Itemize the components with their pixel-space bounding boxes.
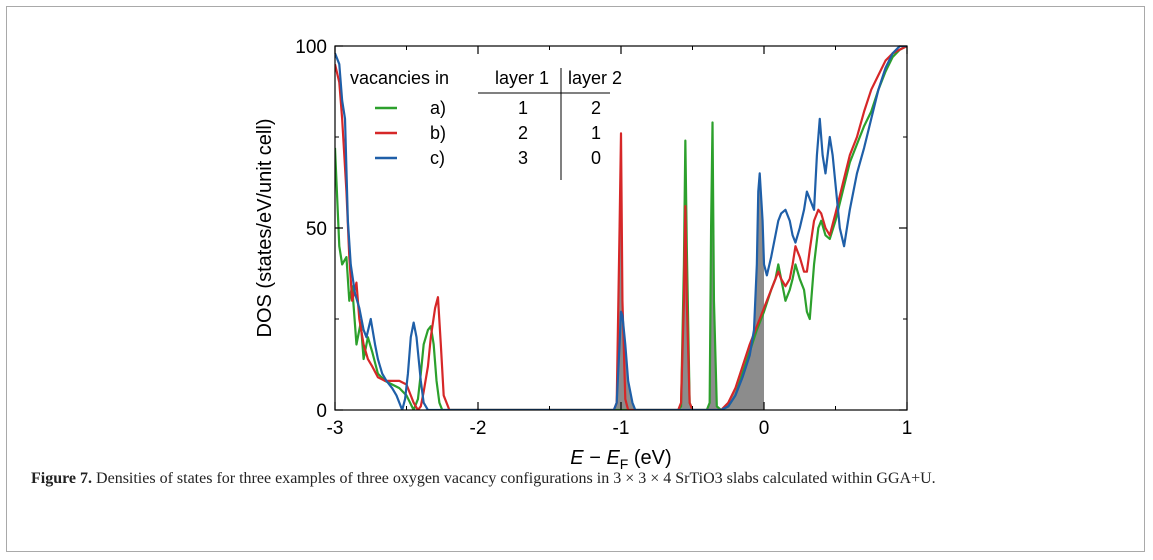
legend-row-label: a) xyxy=(430,98,446,118)
axis-ticks: -3 -2 -1 0 1 0 50 100 xyxy=(295,37,912,439)
legend-layer1-value: 2 xyxy=(518,123,528,143)
y-tick-label: 0 xyxy=(316,401,327,422)
x-tick-label: -3 xyxy=(327,418,344,439)
y-tick-label: 100 xyxy=(295,37,327,58)
figure-caption: Figure 7. Densities of states for three … xyxy=(31,469,1121,488)
legend-header-0: vacancies in xyxy=(350,68,449,88)
x-tick-label: 1 xyxy=(902,418,913,439)
legend-row-label: c) xyxy=(430,148,445,168)
y-tick-label: 50 xyxy=(306,219,327,240)
legend-header-2: layer 2 xyxy=(568,68,622,88)
legend-table: vacancies in layer 1 layer 2 a) 1 2 b) 2 1 c) 3 0 xyxy=(350,68,622,180)
caption-label: Figure 7. xyxy=(31,470,93,487)
legend-layer2-value: 2 xyxy=(591,98,601,118)
legend-layer2-value: 1 xyxy=(591,123,601,143)
legend-layer1-value: 1 xyxy=(518,98,528,118)
legend-layer1-value: 3 xyxy=(518,148,528,168)
caption-text: Densities of states for three examples o… xyxy=(96,470,936,487)
x-tick-label: -1 xyxy=(613,418,630,439)
figure-frame xyxy=(6,6,1145,552)
series-line-b xyxy=(335,46,907,410)
x-axis-label: E − EF (eV) xyxy=(570,447,671,470)
legend-header-1: layer 1 xyxy=(495,68,549,88)
series-lines xyxy=(335,46,907,410)
x-tick-label: 0 xyxy=(759,418,770,439)
dos-chart: -3 -2 -1 0 1 0 50 100 DOS (states/eV/unit cell)… xyxy=(254,37,912,470)
legend-row-label: b) xyxy=(430,123,446,143)
legend-layer2-value: 0 xyxy=(591,148,601,168)
x-tick-label: -2 xyxy=(470,418,487,439)
y-axis-label: DOS (states/eV/unit cell) xyxy=(254,119,276,338)
series-line-c xyxy=(335,46,907,410)
series-line-a xyxy=(335,46,907,410)
